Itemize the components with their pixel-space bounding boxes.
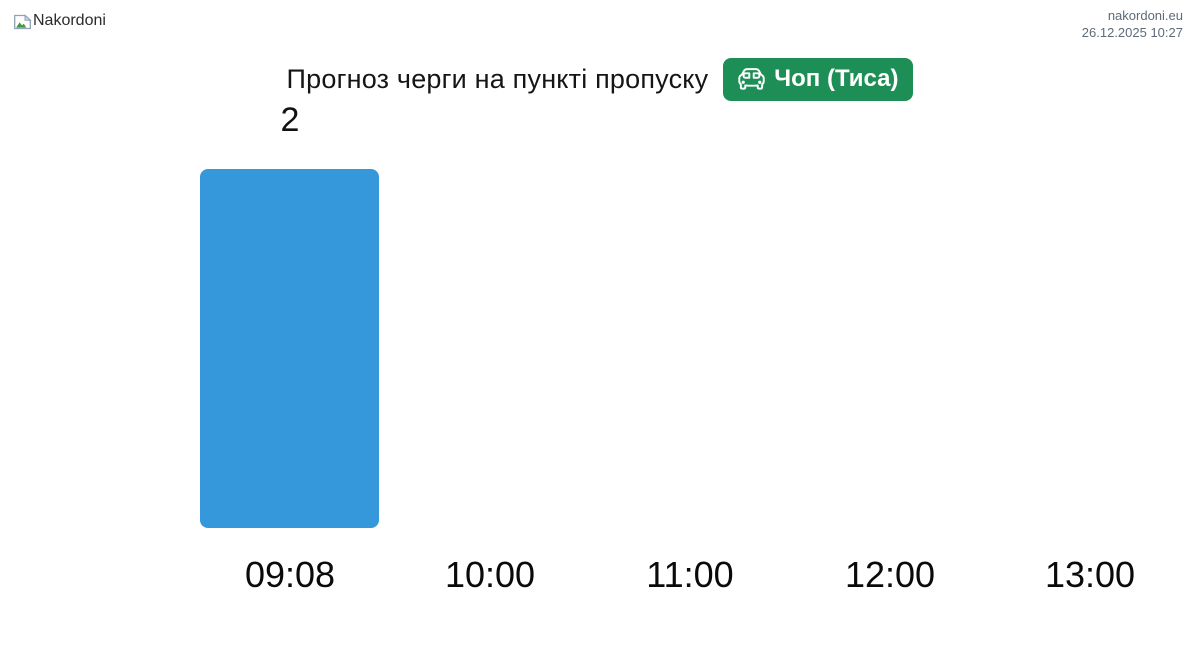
- brand-label: Nakordoni: [33, 12, 106, 29]
- checkpoint-name: Чоп (Тиса): [774, 65, 899, 92]
- bar-value-label: 2: [280, 101, 300, 139]
- checkpoint-badge[interactable]: Чоп (Тиса): [723, 57, 914, 101]
- x-axis: 09:08 10:00 11:00 12:00 13:00: [190, 552, 1190, 598]
- plot-area: 2: [190, 101, 1190, 528]
- timestamp: 26.12.2025 10:27: [1081, 25, 1183, 40]
- car-front-icon: [738, 67, 765, 91]
- bar[interactable]: [200, 169, 379, 528]
- x-tick: 13:00: [1044, 554, 1136, 595]
- x-tick: 09:08: [244, 554, 336, 595]
- broken-image-icon: [13, 13, 32, 30]
- x-tick: 12:00: [844, 554, 936, 595]
- brand: Nakordoni: [13, 12, 106, 30]
- page-title: Прогноз черги на пункті пропуску: [286, 63, 709, 94]
- site-url: nakordoni.eu: [1107, 8, 1183, 23]
- page-meta: nakordoni.eu 26.12.2025 10:27: [1082, 7, 1183, 41]
- x-tick: 10:00: [444, 554, 536, 595]
- title-row: Прогноз черги на пункті пропуску Чоп (Ти…: [0, 57, 1200, 101]
- bar-column: 2: [190, 101, 390, 528]
- x-tick: 11:00: [646, 554, 734, 595]
